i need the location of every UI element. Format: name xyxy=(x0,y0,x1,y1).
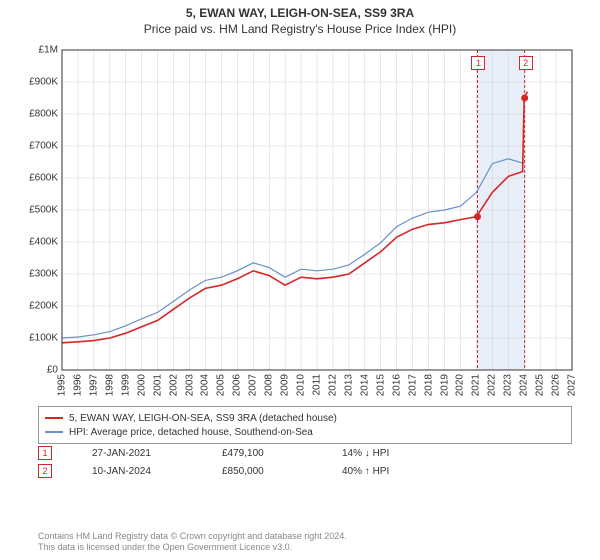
title-block: 5, EWAN WAY, LEIGH-ON-SEA, SS9 3RA Price… xyxy=(0,0,600,36)
x-axis-label: 2005 xyxy=(216,374,227,396)
x-axis-label: 2013 xyxy=(343,374,354,396)
x-axis-label: 2016 xyxy=(391,374,402,396)
sale-badge: 2 xyxy=(38,464,52,478)
y-axis-label: £1M xyxy=(39,45,58,56)
sale-date: 10-JAN-2024 xyxy=(92,466,182,477)
sale-badge: 1 xyxy=(38,446,52,460)
legend-swatch xyxy=(45,431,63,433)
legend-label: HPI: Average price, detached house, Sout… xyxy=(69,427,313,438)
x-axis-label: 2009 xyxy=(280,374,291,396)
legend-row: HPI: Average price, detached house, Sout… xyxy=(45,425,565,439)
x-axis-label: 2006 xyxy=(232,374,243,396)
sale-marker-dot xyxy=(521,95,528,102)
x-axis-label: 2024 xyxy=(519,374,530,396)
sale-delta: 14% ↓ HPI xyxy=(342,448,389,459)
y-axis-label: £800K xyxy=(29,109,58,120)
y-axis-label: £300K xyxy=(29,269,58,280)
x-axis-label: 2025 xyxy=(535,374,546,396)
x-axis-label: 2019 xyxy=(439,374,450,396)
chart-subtitle: Price paid vs. HM Land Registry's House … xyxy=(0,22,600,36)
x-axis-label: 2018 xyxy=(423,374,434,396)
legend-label: 5, EWAN WAY, LEIGH-ON-SEA, SS9 3RA (deta… xyxy=(69,413,337,424)
x-axis-label: 2027 xyxy=(567,374,578,396)
y-axis-label: £600K xyxy=(29,173,58,184)
x-axis-label: 1997 xyxy=(88,374,99,396)
series-line-hpi xyxy=(62,159,524,338)
series-line-property xyxy=(62,92,527,343)
x-axis-label: 2020 xyxy=(455,374,466,396)
x-axis-label: 1998 xyxy=(104,374,115,396)
chart-title: 5, EWAN WAY, LEIGH-ON-SEA, SS9 3RA xyxy=(0,6,600,20)
x-axis-label: 2008 xyxy=(264,374,275,396)
x-axis-label: 2011 xyxy=(312,374,323,396)
x-axis-label: 2021 xyxy=(471,374,482,396)
plot-area: £0£100K£200K£300K£400K£500K£600K£700K£80… xyxy=(62,50,572,370)
footer-line: This data is licensed under the Open Gov… xyxy=(38,542,347,554)
sale-row: 2 10-JAN-2024 £850,000 40% ↑ HPI xyxy=(38,462,389,480)
sale-price: £850,000 xyxy=(222,466,302,477)
sales-table: 1 27-JAN-2021 £479,100 14% ↓ HPI 2 10-JAN-202… xyxy=(38,444,389,480)
x-axis-label: 1996 xyxy=(72,374,83,396)
x-axis-label: 1999 xyxy=(120,374,131,396)
legend-row: 5, EWAN WAY, LEIGH-ON-SEA, SS9 3RA (deta… xyxy=(45,411,565,425)
x-axis-label: 2002 xyxy=(168,374,179,396)
chart-container: 5, EWAN WAY, LEIGH-ON-SEA, SS9 3RA Price… xyxy=(0,0,600,560)
x-axis-label: 2014 xyxy=(359,374,370,396)
x-axis-label: 2000 xyxy=(136,374,147,396)
y-axis-label: £100K xyxy=(29,333,58,344)
sale-delta: 40% ↑ HPI xyxy=(342,466,389,477)
x-axis-label: 2003 xyxy=(184,374,195,396)
sale-marker-dot xyxy=(474,213,481,220)
x-axis-label: 2017 xyxy=(407,374,418,396)
x-axis-label: 2001 xyxy=(152,374,163,396)
x-axis-label: 2010 xyxy=(296,374,307,396)
x-axis-label: 2026 xyxy=(551,374,562,396)
footer-attribution: Contains HM Land Registry data © Crown c… xyxy=(38,531,347,554)
y-axis-label: £200K xyxy=(29,301,58,312)
legend: 5, EWAN WAY, LEIGH-ON-SEA, SS9 3RA (deta… xyxy=(38,406,572,444)
x-axis-label: 2012 xyxy=(327,374,338,396)
footer-line: Contains HM Land Registry data © Crown c… xyxy=(38,531,347,543)
sale-date: 27-JAN-2021 xyxy=(92,448,182,459)
x-axis-label: 2004 xyxy=(200,374,211,396)
sale-row: 1 27-JAN-2021 £479,100 14% ↓ HPI xyxy=(38,444,389,462)
sale-marker-badge: 2 xyxy=(519,56,533,70)
x-axis-label: 1995 xyxy=(57,374,68,396)
sale-price: £479,100 xyxy=(222,448,302,459)
y-axis-label: £900K xyxy=(29,77,58,88)
y-axis-label: £500K xyxy=(29,205,58,216)
y-axis-label: £400K xyxy=(29,237,58,248)
y-axis-label: £700K xyxy=(29,141,58,152)
x-axis-label: 2007 xyxy=(248,374,259,396)
x-axis-label: 2022 xyxy=(487,374,498,396)
x-axis-label: 2015 xyxy=(375,374,386,396)
legend-swatch xyxy=(45,417,63,419)
sale-marker-badge: 1 xyxy=(471,56,485,70)
x-axis-label: 2023 xyxy=(503,374,514,396)
